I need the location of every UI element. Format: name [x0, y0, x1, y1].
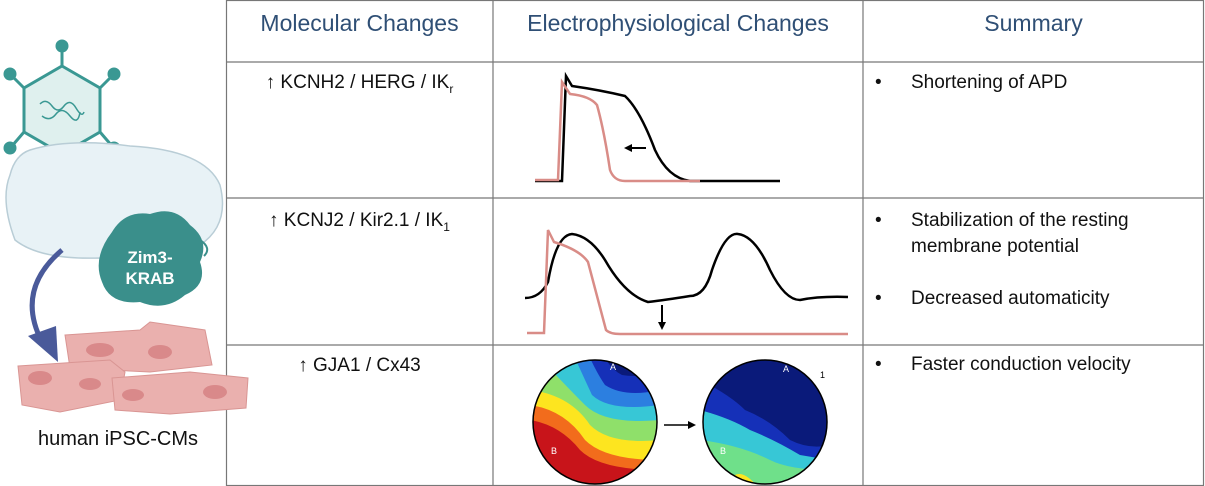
map-arrowhead — [688, 421, 696, 429]
map-label: 1 — [820, 370, 826, 380]
map-label: A — [783, 364, 790, 374]
protein-tail — [199, 239, 209, 257]
cardiomyocytes — [17, 321, 249, 415]
arrowhead — [28, 326, 58, 362]
protein-label: Zim3- KRAB — [100, 247, 200, 289]
map-label: B — [551, 446, 558, 456]
column-header: Summary — [984, 10, 1083, 36]
shift-arrowhead — [658, 322, 666, 330]
protein-label-line: Zim3- — [127, 248, 173, 267]
map-label: A — [610, 362, 617, 372]
arrow — [29, 248, 64, 344]
protein-label-line: KRAB — [125, 269, 175, 288]
gene-label: ↑ GJA1 / Cx43 — [298, 355, 421, 376]
column-header: Electrophysiological Changes — [527, 10, 829, 36]
summary-item: Shortening of APD — [875, 70, 1196, 96]
summary-item: Faster conduction velocity — [875, 352, 1196, 378]
activation-map — [703, 360, 827, 484]
activation-map — [533, 360, 657, 484]
cell-label: human iPSC-CMs — [38, 428, 199, 450]
ap-trace-modified — [527, 229, 848, 336]
gene-label: ↑ KCNH2 / HERG / IKr — [265, 72, 454, 96]
gene-label: ↑ KCNJ2 / Kir2.1 / IK1 — [269, 210, 450, 234]
ap-trace-control — [524, 232, 849, 304]
summary-item: Stabilization of the resting membrane po… — [875, 208, 1196, 260]
summary-item: Decreased automaticity — [875, 286, 1196, 312]
zim3-krab-protein — [98, 211, 204, 306]
map-label: B — [720, 446, 727, 456]
column-header: Molecular Changes — [260, 10, 459, 36]
shift-arrowhead — [624, 144, 632, 152]
ap-trace-control — [535, 71, 780, 183]
ap-trace-modified — [535, 78, 700, 183]
